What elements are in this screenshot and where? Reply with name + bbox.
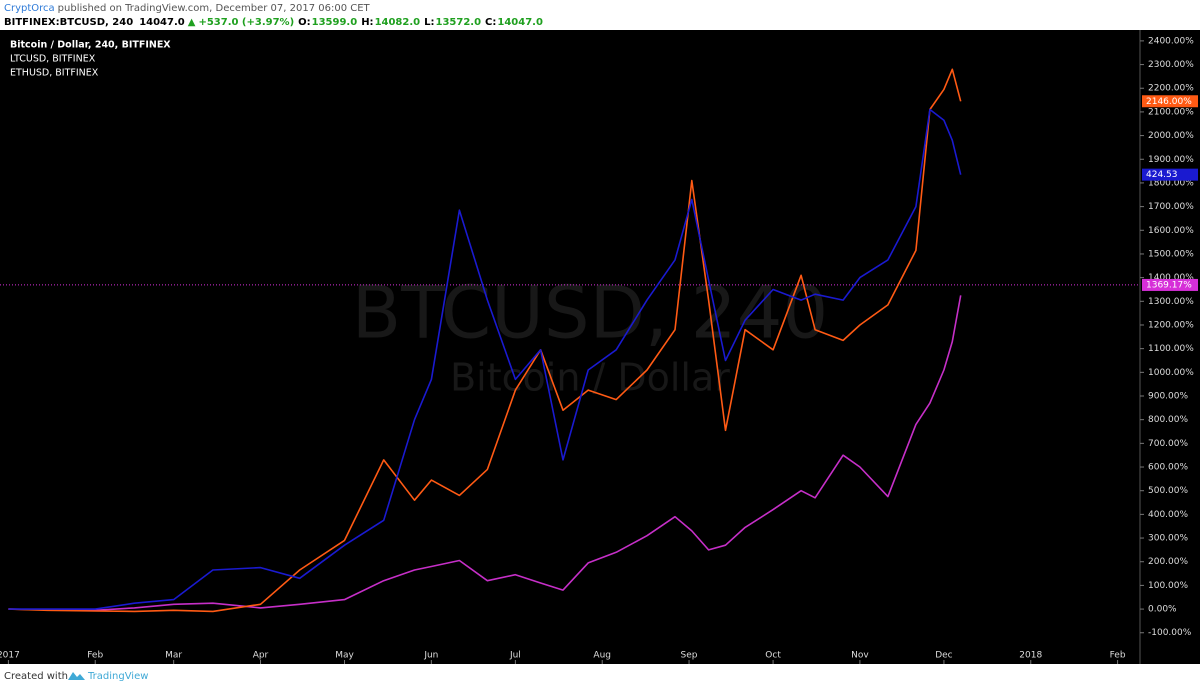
footer-bg <box>0 664 1200 689</box>
ohlc-key: C: <box>485 17 496 28</box>
watermark-symbol: BTCUSD, 240 <box>352 271 828 355</box>
y-tick-label: 1100.00% <box>1148 344 1194 354</box>
x-tick-label: 2017 <box>0 651 20 661</box>
watermark-description: Bitcoin / Dollar <box>450 356 730 400</box>
brand[interactable]: TradingView <box>87 671 148 682</box>
last-value-box <box>1142 95 1198 108</box>
series-line <box>8 108 962 610</box>
published: published on TradingView.com, December 0… <box>58 3 371 14</box>
symbol-line: BITFINEX:BTCUSD, 240 14047.0 ▲ +537.0 (+3.9… <box>4 17 543 28</box>
series-line <box>8 295 962 612</box>
price-line-box <box>1142 278 1198 291</box>
price-line-label: 1369.17% <box>1146 280 1192 290</box>
symbol: BITFINEX:BTCUSD, 240 <box>4 17 133 28</box>
y-tick-label: 1400.00% <box>1148 273 1194 283</box>
last-price: 14047.0 <box>139 17 185 28</box>
header-bg <box>0 0 1200 30</box>
up-arrow: ▲ <box>188 17 196 28</box>
ohlc-value: 14082.0 <box>375 17 421 28</box>
y-tick-label: 400.00% <box>1148 510 1188 520</box>
y-tick-label: 200.00% <box>1148 557 1188 567</box>
last-value-box <box>1142 168 1198 181</box>
x-tick-label: Nov <box>851 651 869 661</box>
y-tick-label: 700.00% <box>1148 439 1188 449</box>
x-tick-label: Mar <box>165 651 182 661</box>
last-value-label: 424.53 <box>1146 170 1178 180</box>
x-tick-label: Apr <box>253 651 269 661</box>
last-value-label: 2146.00% <box>1146 97 1192 107</box>
author[interactable]: CryptOrca <box>4 3 55 14</box>
y-tick-label: 1200.00% <box>1148 320 1194 330</box>
y-tick-label: 1700.00% <box>1148 202 1194 212</box>
y-tick-label: 2400.00% <box>1148 36 1194 46</box>
x-tick-label: Dec <box>935 651 952 661</box>
y-tick-label: 1300.00% <box>1148 297 1194 307</box>
change: +537.0 (+3.97%) <box>198 17 294 28</box>
ohlc-value: 13599.0 <box>312 17 358 28</box>
y-tick-label: 1000.00% <box>1148 368 1194 378</box>
y-tick-label: 100.00% <box>1148 581 1188 591</box>
x-tick-label: Feb <box>87 651 103 661</box>
watermark: BTCUSD, 240 Bitcoin / Dollar <box>352 271 828 400</box>
y-tick-label: 800.00% <box>1148 415 1188 425</box>
legend-entry: LTCUSD, BITFINEX <box>10 54 96 65</box>
y-tick-label: 1500.00% <box>1148 249 1194 259</box>
x-tick-label: Jul <box>509 651 521 661</box>
y-tick-label: 2000.00% <box>1148 131 1194 141</box>
y-tick-label: 0.00% <box>1148 605 1177 615</box>
plot-area <box>0 68 1140 613</box>
ohlc-key: O: <box>298 17 311 28</box>
ohlc-value: 13572.0 <box>435 17 481 28</box>
publish-line: CryptOrca published on TradingView.com, D… <box>4 3 371 14</box>
y-tick-label: 1900.00% <box>1148 155 1194 165</box>
y-tick-label: -100.00% <box>1148 628 1192 638</box>
y-tick-label: 1600.00% <box>1148 226 1194 236</box>
x-tick-label: 2018 <box>1019 651 1042 661</box>
x-tick-label: Aug <box>593 651 611 661</box>
series-line <box>8 68 962 613</box>
x-tick-label: Feb <box>1110 651 1126 661</box>
y-tick-label: 300.00% <box>1148 534 1188 544</box>
y-tick-label: 2200.00% <box>1148 84 1194 94</box>
y-tick-label: 600.00% <box>1148 463 1188 473</box>
x-tick-label: Oct <box>765 651 781 661</box>
y-tick-label: 900.00% <box>1148 392 1188 402</box>
y-tick-label: 500.00% <box>1148 486 1188 496</box>
ohlc-value: 14047.0 <box>497 17 543 28</box>
x-tick-label: Sep <box>681 651 698 661</box>
legend-entry: ETHUSD, BITFINEX <box>10 68 99 79</box>
x-tick-label: May <box>335 651 354 661</box>
legend-entry: Bitcoin / Dollar, 240, BITFINEX <box>10 40 171 51</box>
y-tick-label: 2300.00% <box>1148 60 1194 70</box>
ohlc-key: L: <box>424 17 434 28</box>
ohlc-key: H: <box>361 17 373 28</box>
created-with: Created with <box>4 671 68 682</box>
x-tick-label: Jun <box>423 651 438 661</box>
y-tick-label: 1800.00% <box>1148 178 1194 188</box>
tradingview-logo <box>68 672 85 680</box>
y-tick-label: 2100.00% <box>1148 107 1194 117</box>
